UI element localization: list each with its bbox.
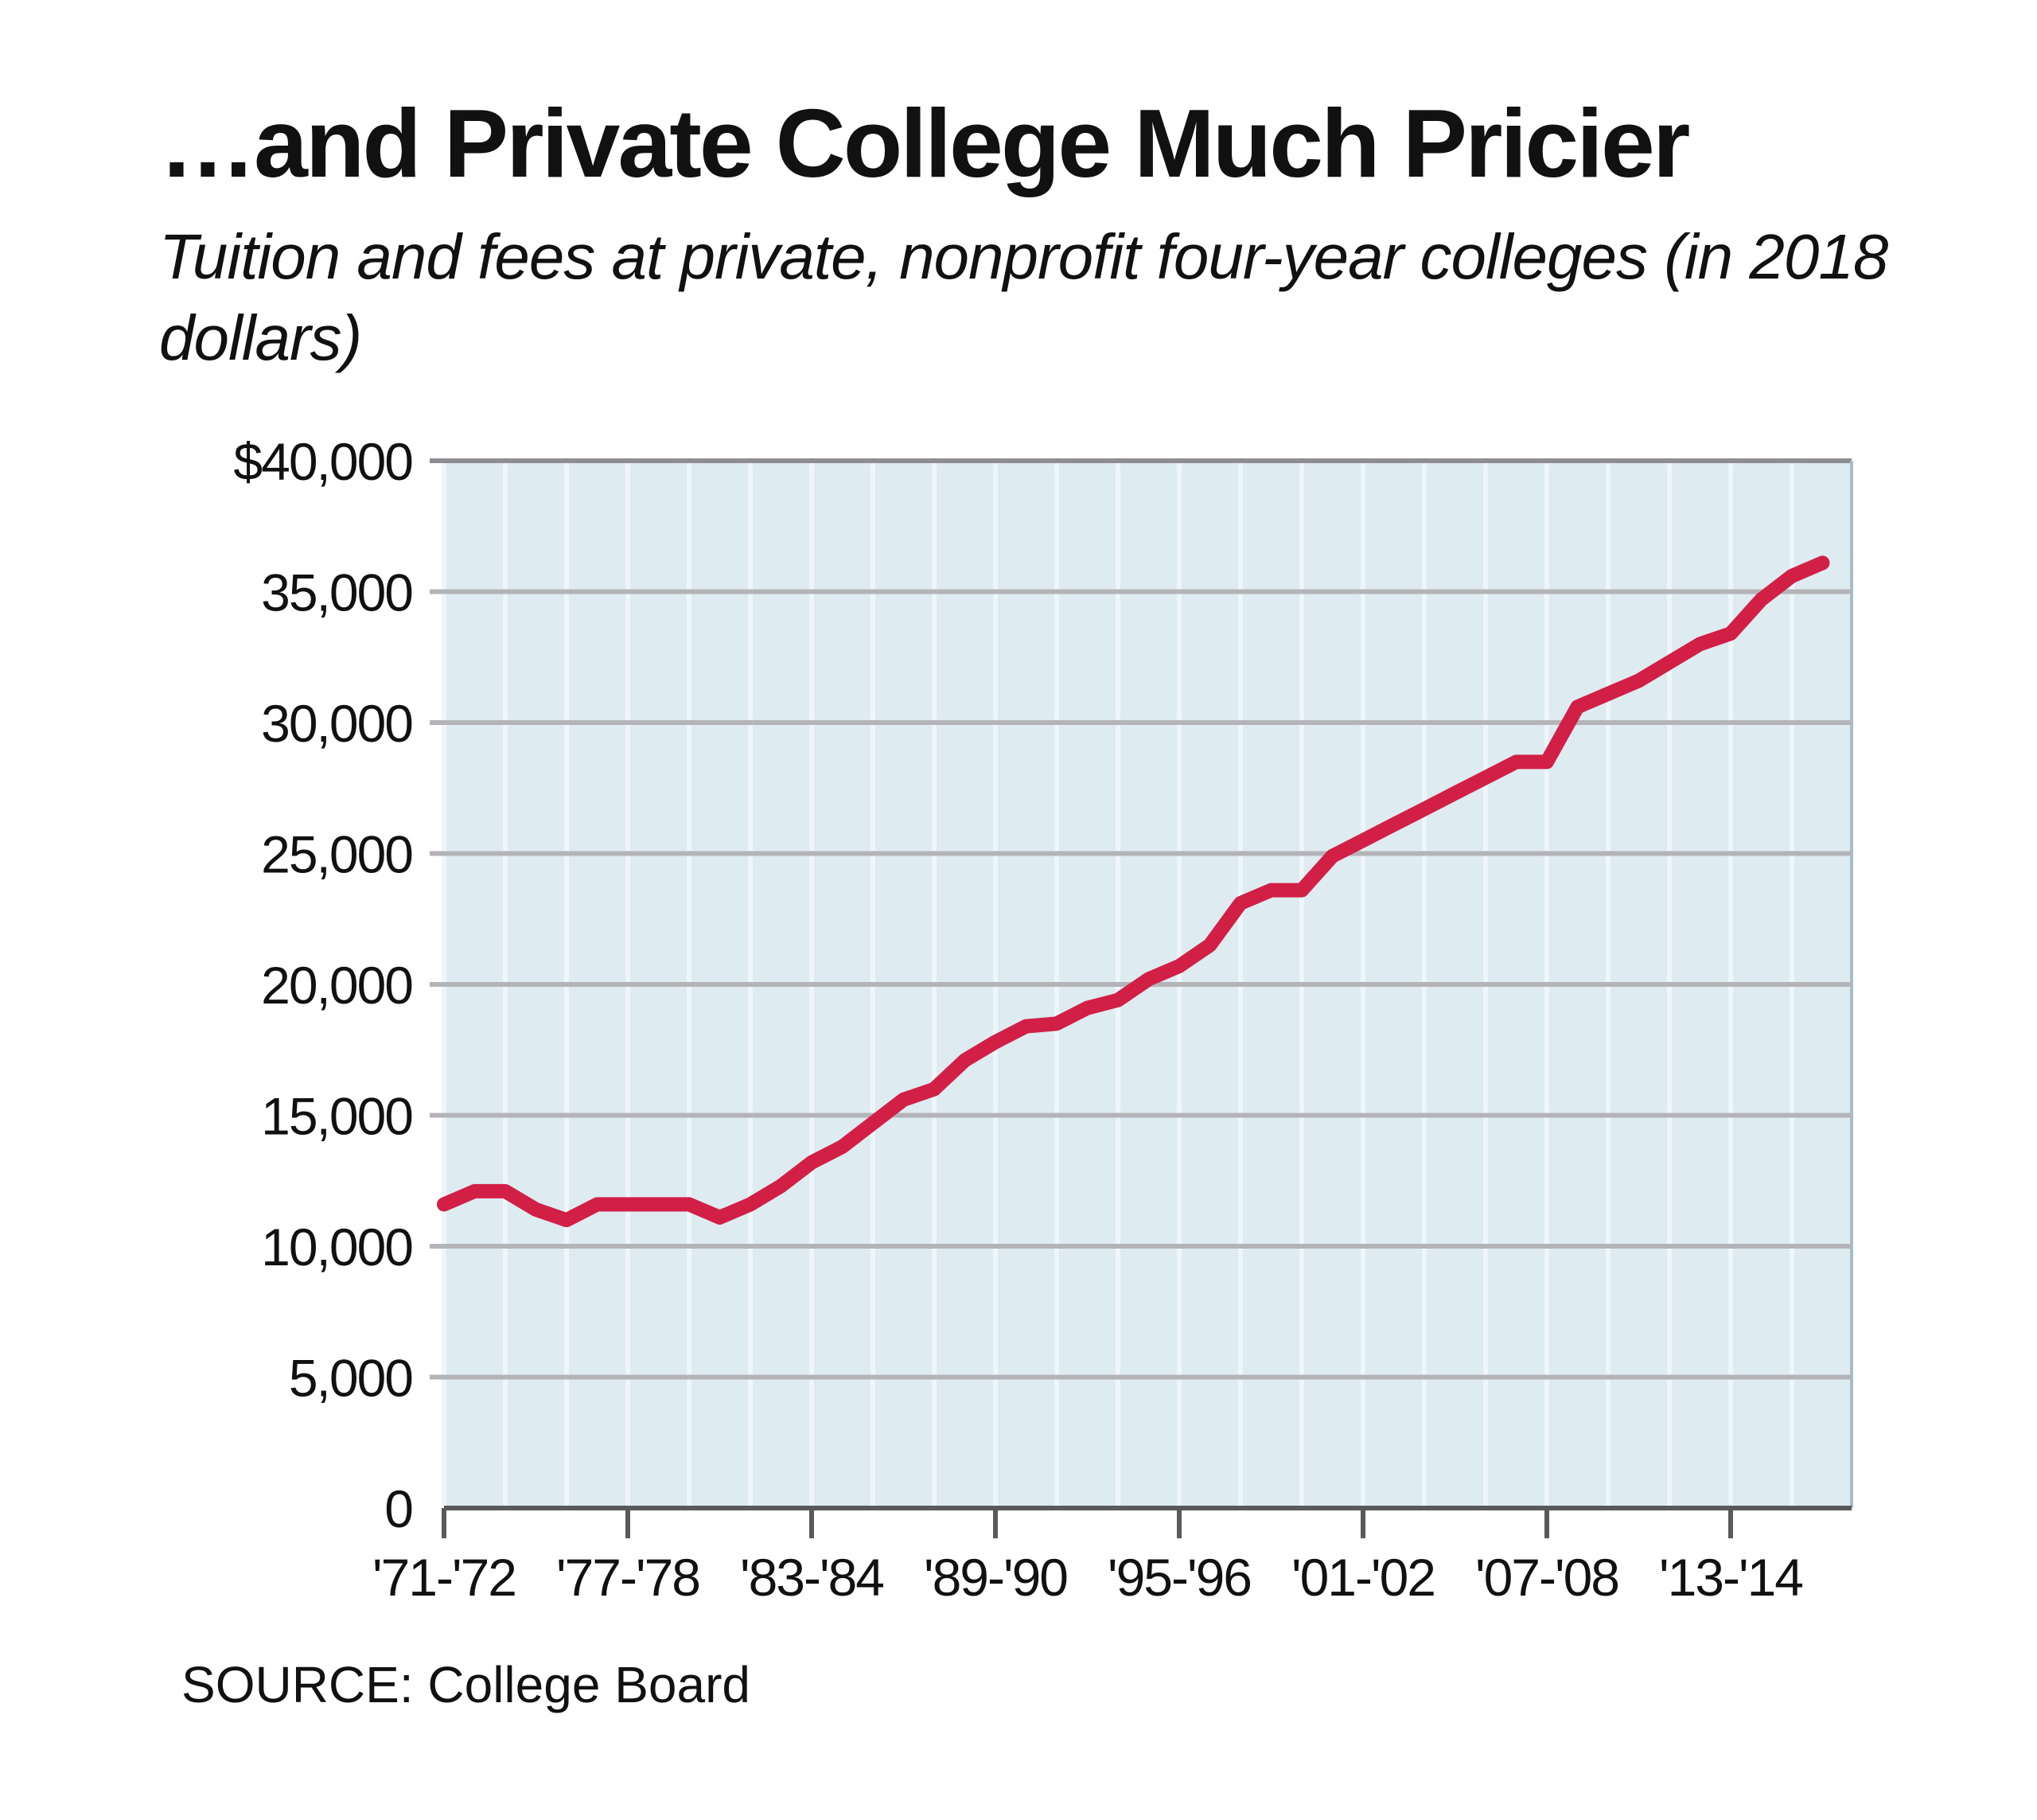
x-tick-label: '71-'72	[372, 1548, 516, 1607]
chart-title: …and Private College Much Pricier	[159, 89, 1690, 197]
x-tick-label: '13-'14	[1659, 1548, 1802, 1607]
x-tick-label: '83-'84	[740, 1548, 883, 1607]
y-tick-label: 35,000	[261, 563, 412, 622]
y-tick-label: 0	[384, 1479, 412, 1538]
chart-subtitle: Tuition and fees at private, nonprofit f…	[159, 221, 1888, 373]
y-tick-label: 15,000	[261, 1087, 412, 1146]
x-tick-label: '95-'96	[1108, 1548, 1251, 1607]
y-tick-label: 30,000	[261, 694, 412, 753]
y-tick-label: 20,000	[261, 956, 412, 1015]
x-tick-label: '01-'02	[1291, 1548, 1435, 1607]
x-tick-label: '07-'08	[1475, 1548, 1618, 1607]
y-tick-label: 10,000	[261, 1218, 412, 1276]
source-note: SOURCE: College Board	[181, 1656, 750, 1713]
y-tick-label: $40,000	[233, 432, 412, 491]
y-tick-label: 25,000	[261, 825, 412, 884]
x-tick-label: '89-'90	[924, 1548, 1067, 1607]
y-tick-label: 5,000	[289, 1349, 412, 1408]
series-line	[437, 555, 1830, 1228]
x-tick-label: '77-'78	[556, 1548, 699, 1607]
